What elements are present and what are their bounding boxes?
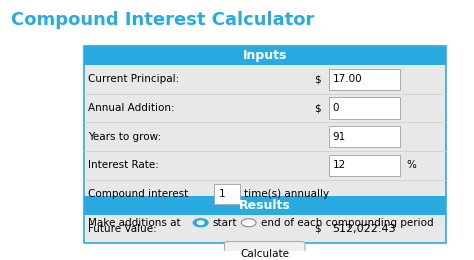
Text: Compound Interest Calculator: Compound Interest Calculator (10, 11, 314, 29)
FancyBboxPatch shape (84, 46, 446, 65)
FancyBboxPatch shape (329, 155, 400, 176)
Text: end of each compounding period: end of each compounding period (261, 218, 433, 228)
Text: Current Principal:: Current Principal: (89, 74, 180, 84)
Text: 91: 91 (333, 132, 346, 142)
FancyBboxPatch shape (329, 126, 400, 147)
Text: 0: 0 (333, 103, 339, 113)
Text: 1: 1 (219, 189, 226, 199)
FancyBboxPatch shape (84, 196, 446, 215)
FancyBboxPatch shape (225, 242, 305, 260)
FancyBboxPatch shape (329, 69, 400, 90)
Text: Results: Results (239, 199, 291, 212)
Text: Interest Rate:: Interest Rate: (89, 160, 159, 170)
Text: Compound interest: Compound interest (89, 189, 189, 199)
Text: Future Value:: Future Value: (89, 224, 157, 234)
FancyBboxPatch shape (214, 184, 239, 204)
Text: Calculate: Calculate (240, 249, 289, 259)
Text: %: % (407, 160, 417, 170)
Circle shape (241, 219, 256, 227)
Text: Make additions at: Make additions at (89, 218, 181, 228)
Circle shape (198, 221, 204, 224)
Text: 17.00: 17.00 (333, 74, 362, 84)
Text: start: start (212, 218, 237, 228)
Text: Inputs: Inputs (243, 49, 287, 62)
Text: Years to grow:: Years to grow: (89, 132, 162, 142)
Text: $: $ (314, 103, 320, 113)
Text: Annual Addition:: Annual Addition: (89, 103, 175, 113)
Circle shape (193, 219, 208, 227)
Text: 12: 12 (333, 160, 346, 170)
Text: $: $ (314, 224, 320, 234)
Text: 512,022.43: 512,022.43 (333, 224, 396, 234)
Text: time(s) annually: time(s) annually (244, 189, 329, 199)
FancyBboxPatch shape (329, 97, 400, 119)
FancyBboxPatch shape (84, 46, 446, 243)
Text: $: $ (314, 74, 320, 84)
